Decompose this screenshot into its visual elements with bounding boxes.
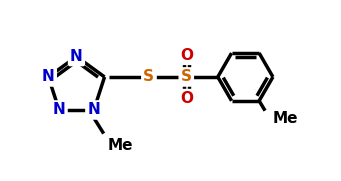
Text: N: N — [70, 49, 83, 64]
Text: S: S — [143, 70, 154, 85]
Text: O: O — [180, 48, 193, 63]
Text: O: O — [180, 91, 193, 106]
Text: N: N — [53, 102, 65, 117]
Text: N: N — [42, 70, 55, 85]
Text: S: S — [181, 70, 192, 85]
Text: Me: Me — [273, 111, 298, 126]
Text: N: N — [87, 102, 100, 117]
Text: Me: Me — [108, 138, 133, 153]
